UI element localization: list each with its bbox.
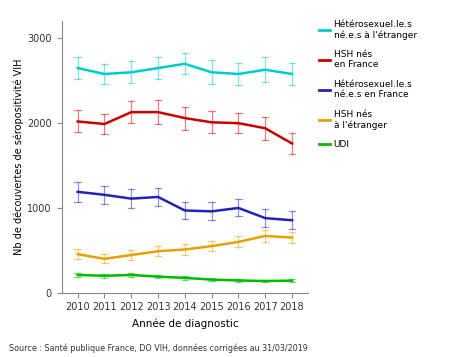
Text: Source : Santé publique France, DO VIH, données corrigées au 31/03/2019: Source : Santé publique France, DO VIH, … bbox=[9, 344, 309, 353]
X-axis label: Année de diagnostic: Année de diagnostic bbox=[132, 318, 238, 328]
Legend: Hétérosexuel.le.s
né.e.s à l'étranger, HSH nés
en France, Hétérosexuel.le.s
né.e: Hétérosexuel.le.s né.e.s à l'étranger, H… bbox=[316, 16, 420, 152]
Y-axis label: Nb de découvertes de séropositivité VIH: Nb de découvertes de séropositivité VIH bbox=[14, 59, 25, 255]
